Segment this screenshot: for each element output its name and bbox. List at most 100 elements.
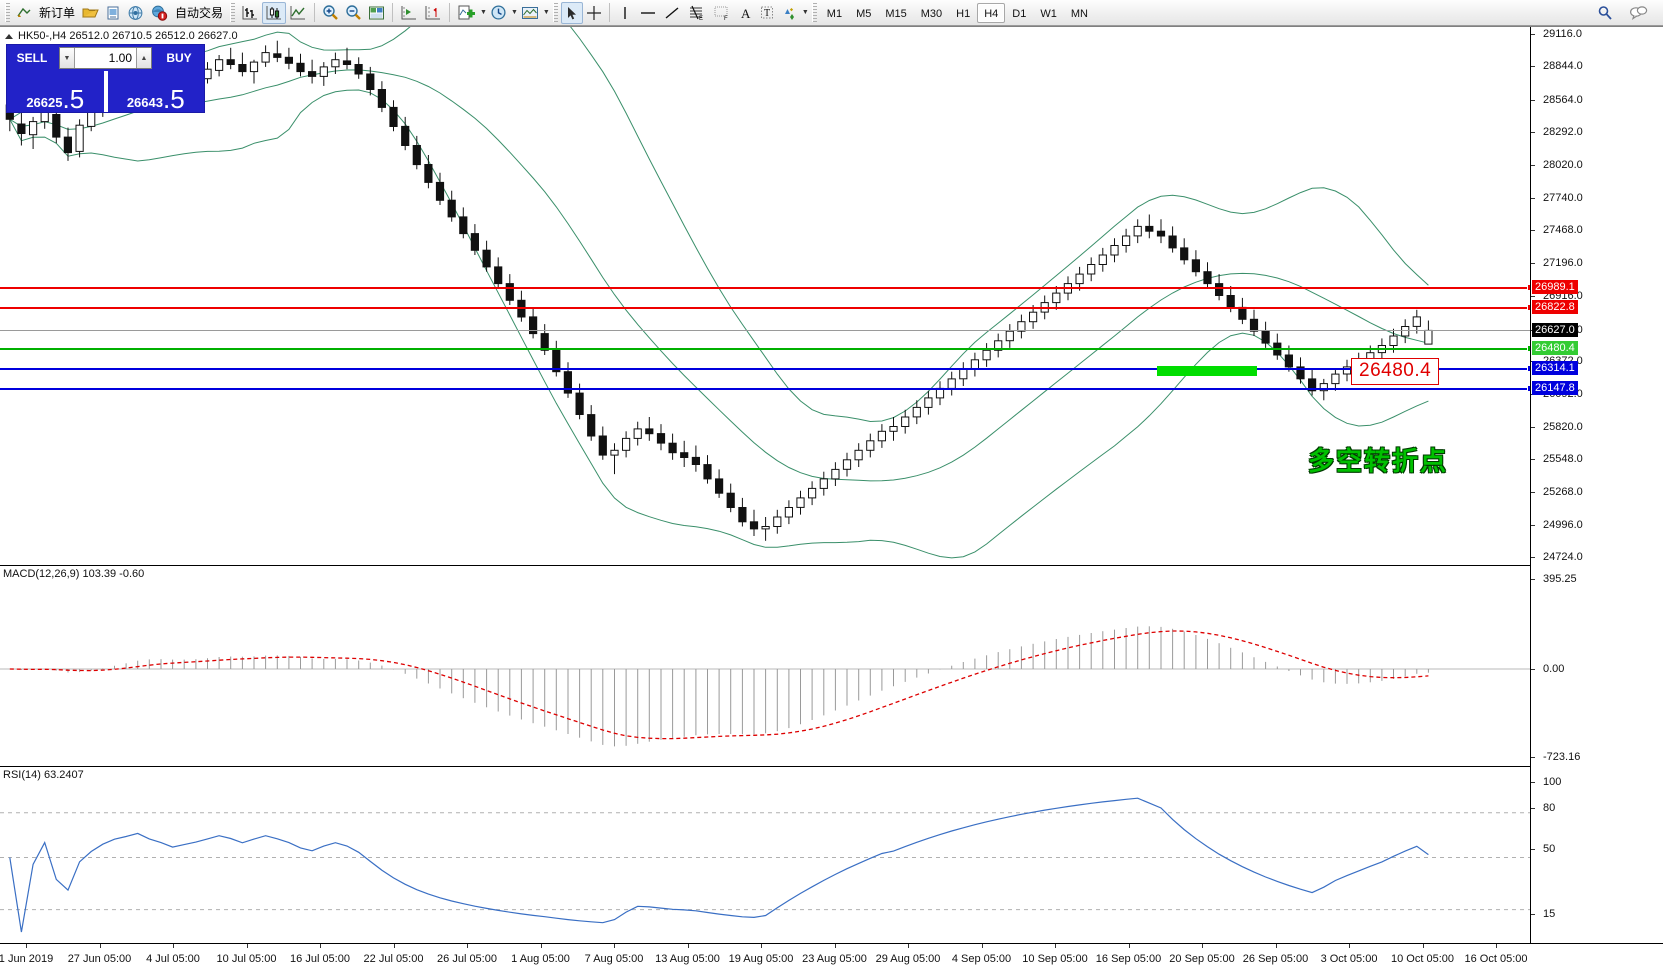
time-axis-tick (1128, 944, 1130, 948)
price-axis-tag[interactable]: 26627.0 (1532, 323, 1578, 338)
new-order-label[interactable]: 新订单 (39, 6, 76, 20)
price-axis-label: 25268.0 (1543, 486, 1583, 499)
time-axis-label: 10 Oct 05:00 (1391, 953, 1454, 965)
axis-tick (1531, 524, 1535, 526)
bar-chart-icon[interactable] (238, 2, 262, 24)
price-chart-svg (5, 27, 1433, 559)
tab-timeframe-h4[interactable]: H4 (977, 2, 1006, 23)
price-axis-tag[interactable]: 26822.8 (1532, 300, 1578, 315)
chat-icon[interactable] (1626, 2, 1651, 24)
rsi-chart-svg (0, 797, 1530, 933)
globe-icon[interactable] (124, 2, 147, 24)
shapes-dropdown-caret[interactable]: ▼ (801, 9, 809, 16)
time-axis-label: 16 Sep 05:00 (1095, 953, 1162, 965)
time-axis-label: 16 Jul 05:00 (290, 953, 350, 965)
time-axis-label: 22 Jul 05:00 (363, 953, 424, 965)
chart-area[interactable]: HK50-,H4 26512.0 26710.5 26512.0 26627.0… (0, 26, 1663, 976)
axis-tick (1531, 394, 1535, 396)
chart-title: HK50-,H4 26512.0 26710.5 26512.0 26627.0 (18, 30, 238, 42)
period-clock-icon[interactable] (487, 2, 510, 24)
tab-timeframe-m5[interactable]: M5 (856, 7, 872, 20)
level-line-resistance-1[interactable] (0, 284, 1534, 292)
folder-icon[interactable] (79, 2, 102, 24)
trendline-icon[interactable] (660, 2, 684, 24)
price-axis-tag[interactable]: 26989.1 (1532, 280, 1578, 295)
axis-tick (1531, 808, 1535, 809)
text-icon[interactable]: A (734, 2, 756, 24)
buy-button[interactable]: BUY (154, 45, 204, 71)
time-axis-tick (1275, 944, 1277, 948)
price-axis-tag[interactable]: 26147.8 (1532, 380, 1578, 395)
templates-icon[interactable] (518, 2, 542, 24)
volume-value[interactable]: 1.00 (108, 51, 132, 65)
fibo-icon[interactable]: E (684, 2, 709, 24)
level-line-pivot[interactable] (0, 344, 1534, 352)
level-line-current-price[interactable] (0, 330, 1530, 332)
macd-chart-svg (0, 626, 1530, 747)
time-axis-tick (173, 944, 174, 948)
time-axis-label: 1 Aug 05:00 (511, 953, 570, 965)
autotrade-icon[interactable] (147, 2, 171, 24)
tab-timeframe-d1[interactable]: D1 (1012, 7, 1027, 20)
shift-end-icon[interactable] (397, 2, 421, 24)
line-chart-icon[interactable] (286, 2, 310, 24)
templates-dropdown-caret[interactable]: ▼ (542, 9, 550, 16)
time-axis[interactable]: 1 Jun 2019 27 Jun 05:00 4 Jul 05:00 10 Jul … (0, 943, 1663, 976)
indicator-dropdown-caret[interactable]: ▼ (480, 9, 487, 16)
tile-windows-icon[interactable] (365, 2, 388, 24)
new-order-icon[interactable] (13, 2, 35, 24)
level-line-resistance-2[interactable] (0, 304, 1534, 312)
crosshair-icon[interactable] (583, 2, 605, 24)
shapes-icon[interactable] (778, 2, 801, 24)
price-axis-tag[interactable]: 26480.4 (1532, 340, 1578, 355)
indicator-add-icon[interactable] (454, 2, 479, 24)
level-line-support-2[interactable] (0, 384, 1534, 392)
tab-timeframe-m1[interactable]: M1 (826, 7, 843, 20)
level-line-support-1[interactable] (0, 364, 1534, 372)
macd-axis-label: -723.16 (1543, 751, 1581, 763)
price-pane[interactable]: HK50-,H4 26512.0 26710.5 26512.0 26627.0… (0, 27, 1534, 564)
trade-panel-divider (103, 71, 108, 112)
volume-decrease-icon[interactable]: ▼ (60, 48, 75, 68)
toolbar-grip-3[interactable] (552, 3, 558, 22)
time-axis-tick (1422, 944, 1424, 948)
hline-icon[interactable] (636, 2, 660, 24)
autotrade-label[interactable]: 自动交易 (175, 6, 224, 20)
one-click-trade-panel[interactable]: SELL ▼ 1.00 ▲ BUY 26625 .5 26643 .5 (6, 44, 205, 113)
zoom-out-icon[interactable] (342, 2, 365, 24)
svg-text:T: T (764, 8, 770, 19)
toolbar-grip[interactable] (5, 3, 10, 22)
toolbar-grip-2[interactable] (230, 3, 236, 22)
buy-price[interactable]: 26643 .5 (107, 71, 204, 112)
main-toolbar: 新订单 自动交易 (0, 0, 1663, 26)
candlestick-chart-icon[interactable] (262, 1, 287, 24)
time-axis-label: 13 Aug 05:00 (655, 953, 720, 965)
equidistant-icon[interactable]: F (709, 2, 734, 24)
vline-icon[interactable] (614, 2, 636, 24)
price-axis-tag[interactable]: 26314.1 (1532, 360, 1578, 375)
zoom-in-icon[interactable] (319, 2, 342, 24)
tab-timeframe-w1[interactable]: W1 (1040, 7, 1057, 20)
print-preview-icon[interactable] (102, 2, 124, 24)
rsi-pane[interactable]: RSI(14) 63.2407 (0, 766, 1530, 941)
sell-price[interactable]: 26625 .5 (7, 71, 104, 112)
tab-timeframe-m30[interactable]: M30 (920, 7, 943, 20)
axis-tick (1531, 262, 1535, 264)
volume-stepper[interactable]: ▼ 1.00 ▲ (59, 47, 152, 69)
macd-pane[interactable]: MACD(12,26,9) 103.39 -0.60 (0, 565, 1530, 765)
auto-scroll-icon[interactable] (421, 2, 445, 24)
sell-button[interactable]: SELL (7, 45, 57, 71)
tab-timeframe-m15[interactable]: M15 (885, 7, 907, 20)
volume-increase-icon[interactable]: ▲ (136, 48, 151, 68)
svg-text:E: E (699, 16, 703, 21)
tab-timeframe-h1[interactable]: H1 (956, 7, 971, 20)
search-icon[interactable] (1594, 2, 1616, 24)
label-icon[interactable]: T (756, 2, 778, 24)
toolbar-grip-4[interactable] (811, 3, 817, 22)
tab-timeframe-mn[interactable]: MN (1070, 7, 1088, 20)
cursor-icon[interactable] (560, 1, 583, 24)
collapse-arrow-icon[interactable] (5, 34, 13, 39)
time-axis-label: 7 Aug 05:00 (584, 953, 644, 965)
price-axis[interactable]: 29116.0 28844.0 28564.0 28292.0 28020.0 27740… (1530, 27, 1663, 943)
period-dropdown-caret[interactable]: ▼ (510, 9, 518, 16)
